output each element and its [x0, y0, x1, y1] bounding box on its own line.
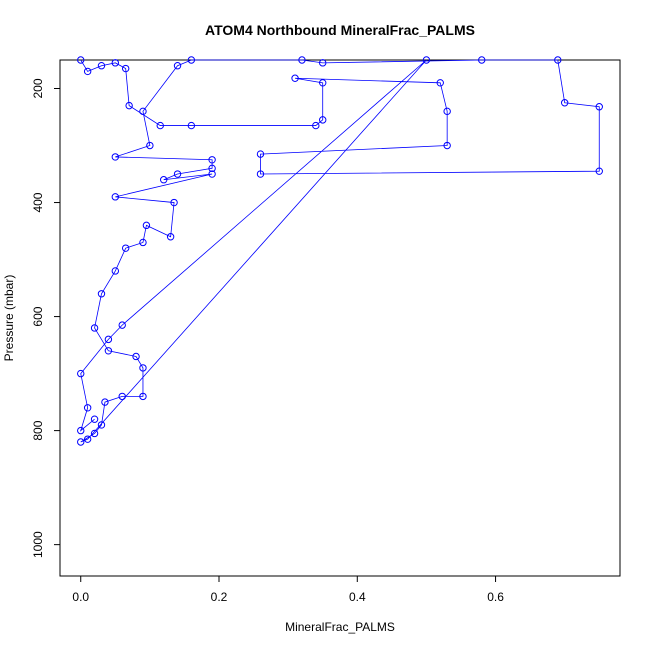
- x-axis: 0.0 0.2 0.4 0.6: [72, 575, 504, 604]
- data-point: [97, 421, 106, 429]
- data-point: [208, 170, 216, 178]
- data-point: [77, 369, 85, 378]
- data-point: [139, 364, 147, 372]
- data-point: [83, 67, 92, 76]
- data-point: [478, 56, 486, 64]
- y-tick-label: 800: [31, 420, 45, 440]
- data-point: [121, 244, 130, 252]
- data-point: [160, 176, 168, 184]
- x-tick-label: 0.2: [211, 590, 228, 604]
- data-point: [595, 103, 603, 111]
- x-tick-label: 0.0: [72, 590, 89, 604]
- data-point: [319, 116, 327, 124]
- series-line: [79, 59, 600, 443]
- data-point: [77, 56, 85, 64]
- data-point: [104, 335, 113, 344]
- data-point: [90, 324, 99, 332]
- data-point: [256, 170, 265, 178]
- data-point: [170, 198, 178, 207]
- data-point: [554, 56, 562, 64]
- y-tick-label: 1000: [31, 531, 45, 558]
- data-point: [156, 121, 164, 130]
- data-point: [104, 347, 113, 355]
- data-point: [83, 404, 92, 412]
- data-point: [118, 321, 126, 329]
- data-point: [173, 62, 182, 70]
- data-point: [97, 290, 106, 298]
- plot-area: [77, 56, 603, 446]
- data-point: [319, 59, 327, 67]
- data-point: [142, 221, 151, 230]
- data-point: [436, 79, 444, 87]
- data-point: [111, 267, 120, 275]
- data-point: [443, 107, 451, 116]
- data-point: [146, 141, 154, 150]
- data-point: [125, 101, 133, 110]
- data-point: [139, 107, 147, 116]
- x-tick-label: 0.6: [487, 590, 504, 604]
- data-point: [443, 141, 451, 150]
- y-tick-label: 400: [31, 192, 45, 212]
- plot-frame: [59, 59, 621, 577]
- data-point: [111, 59, 120, 67]
- data-point: [166, 233, 175, 241]
- data-point: [139, 392, 147, 401]
- data-point: [111, 193, 120, 201]
- data-point: [132, 352, 140, 361]
- data-point: [187, 121, 196, 130]
- data-point: [208, 156, 216, 164]
- data-point: [101, 398, 109, 406]
- data-point: [77, 426, 85, 435]
- x-tick-label: 0.4: [349, 590, 366, 604]
- y-tick-label: 200: [31, 78, 45, 98]
- data-point: [208, 164, 216, 173]
- data-point: [118, 392, 126, 401]
- data-point: [97, 62, 106, 70]
- data-point: [312, 121, 320, 130]
- data-point: [77, 438, 85, 446]
- data-point: [560, 99, 569, 107]
- data-point: [121, 64, 130, 73]
- chart-title: ATOM4 Northbound MineralFrac_PALMS: [205, 22, 475, 38]
- data-point: [173, 170, 182, 178]
- data-point: [319, 79, 327, 87]
- data-point: [298, 56, 306, 64]
- data-point: [139, 238, 147, 247]
- data-point: [187, 56, 196, 64]
- data-point: [256, 150, 265, 158]
- data-point: [111, 153, 120, 161]
- y-axis: 200 400 600 800 1000: [31, 78, 61, 558]
- x-axis-label: MineralFrac_PALMS: [285, 620, 395, 634]
- y-axis-label: Pressure (mbar): [2, 275, 16, 362]
- data-point: [595, 167, 603, 175]
- y-tick-label: 600: [31, 306, 45, 326]
- data-point: [90, 415, 99, 423]
- data-point: [291, 74, 299, 82]
- data-point: [90, 429, 99, 438]
- data-point: [83, 435, 92, 443]
- data-point: [422, 56, 431, 64]
